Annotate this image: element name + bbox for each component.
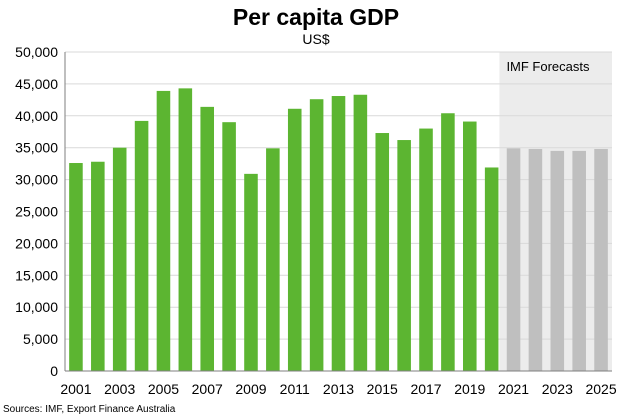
forecast-bar bbox=[550, 150, 565, 371]
x-tick-label: 2013 bbox=[323, 381, 354, 397]
gdp-bar bbox=[287, 108, 302, 372]
gdp-bar bbox=[441, 113, 455, 372]
gdp-bar bbox=[69, 163, 83, 371]
gdp-bar bbox=[375, 133, 390, 371]
gdp-bar bbox=[91, 161, 105, 371]
gdp-bar bbox=[309, 99, 324, 371]
x-tick-label: 2025 bbox=[585, 381, 616, 397]
gdp-bar bbox=[178, 88, 193, 371]
y-tick-label: 25,000 bbox=[15, 204, 58, 220]
forecast-bar bbox=[572, 150, 586, 371]
gdp-bar bbox=[222, 122, 236, 372]
gdp-bar bbox=[353, 94, 368, 371]
y-tick-label: 50,000 bbox=[15, 44, 58, 60]
x-tick-label: 2009 bbox=[235, 381, 266, 397]
gdp-bar bbox=[484, 167, 499, 371]
x-tick-label: 2007 bbox=[192, 381, 223, 397]
chart-title: Per capita GDP bbox=[233, 4, 399, 30]
forecast-label: IMF Forecasts bbox=[506, 59, 590, 74]
x-tick-label: 2005 bbox=[148, 381, 179, 397]
gdp-bar bbox=[112, 147, 127, 371]
y-tick-label: 15,000 bbox=[15, 267, 58, 283]
y-tick-label: 30,000 bbox=[15, 172, 58, 188]
y-tick-label: 35,000 bbox=[15, 140, 58, 156]
gdp-bar bbox=[200, 106, 215, 372]
source-note: Sources: IMF, Export Finance Australia bbox=[3, 404, 176, 415]
x-tick-label: 2019 bbox=[454, 381, 485, 397]
y-tick-label: 0 bbox=[50, 363, 58, 379]
y-tick-label: 45,000 bbox=[15, 76, 58, 92]
gdp-bar bbox=[419, 128, 433, 371]
x-tick-label: 2003 bbox=[104, 381, 135, 397]
y-tick-label: 10,000 bbox=[15, 299, 58, 315]
x-tick-label: 2023 bbox=[542, 381, 573, 397]
gdp-bar bbox=[134, 120, 149, 372]
gdp-bar bbox=[244, 173, 258, 371]
gdp-bar bbox=[266, 148, 280, 371]
forecast-bar bbox=[506, 148, 521, 371]
chart-subtitle: US$ bbox=[302, 31, 329, 47]
y-tick-label: 5,000 bbox=[23, 331, 58, 347]
y-tick-label: 20,000 bbox=[15, 235, 58, 251]
y-tick-label: 40,000 bbox=[15, 108, 58, 124]
x-tick-label: 2017 bbox=[410, 381, 441, 397]
x-tick-label: 2011 bbox=[280, 381, 310, 397]
gdp-bar bbox=[331, 96, 346, 371]
forecast-bar bbox=[528, 148, 543, 371]
x-tick-label: 2021 bbox=[498, 381, 529, 397]
x-tick-label: 2015 bbox=[367, 381, 398, 397]
gdp-bar bbox=[462, 121, 477, 372]
gdp-bar bbox=[156, 90, 171, 371]
x-tick-label: 2001 bbox=[60, 381, 91, 397]
gdp-bar bbox=[397, 140, 411, 371]
plot-area: 0 5,000 10,000 15,000 20,000 25,000 30,000 35,0… bbox=[15, 44, 617, 397]
forecast-bar bbox=[594, 148, 608, 371]
